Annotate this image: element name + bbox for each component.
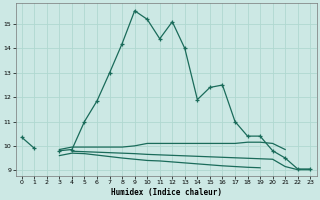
X-axis label: Humidex (Indice chaleur): Humidex (Indice chaleur) xyxy=(110,188,221,197)
